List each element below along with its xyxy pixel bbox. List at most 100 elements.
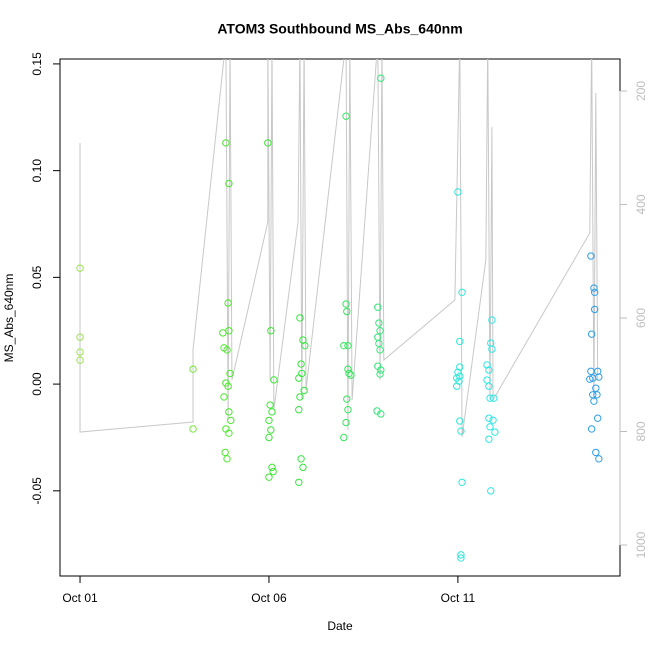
point bbox=[587, 330, 596, 338]
y-tick-label: 0.00 bbox=[30, 372, 44, 396]
point bbox=[590, 288, 599, 297]
point bbox=[265, 433, 273, 442]
point bbox=[270, 376, 278, 384]
point bbox=[587, 425, 596, 433]
point bbox=[458, 288, 466, 297]
point bbox=[483, 361, 491, 369]
point bbox=[266, 401, 274, 409]
point bbox=[488, 345, 496, 353]
point bbox=[456, 337, 464, 346]
point bbox=[457, 554, 465, 562]
point bbox=[227, 416, 235, 425]
x-tick-label: Oct 01 bbox=[62, 591, 98, 605]
y-axis-label: MS_Abs_640nm bbox=[2, 274, 16, 363]
point bbox=[485, 435, 493, 443]
point bbox=[300, 386, 308, 395]
point bbox=[296, 393, 304, 401]
point bbox=[224, 382, 232, 390]
point bbox=[587, 252, 595, 260]
point bbox=[76, 264, 84, 272]
point bbox=[595, 455, 603, 463]
point bbox=[491, 428, 499, 436]
plot-area bbox=[76, 59, 603, 562]
point bbox=[590, 284, 598, 292]
point bbox=[301, 341, 309, 350]
point bbox=[220, 393, 228, 401]
point bbox=[225, 429, 233, 437]
point bbox=[592, 448, 600, 457]
point bbox=[342, 112, 350, 120]
point bbox=[377, 366, 385, 374]
point bbox=[344, 341, 352, 350]
point bbox=[225, 179, 233, 188]
point bbox=[223, 346, 231, 354]
point bbox=[76, 348, 84, 356]
point bbox=[189, 425, 197, 433]
y2-tick-label: 400 bbox=[634, 194, 648, 214]
point bbox=[343, 395, 351, 403]
x-tick-label: Oct 06 bbox=[251, 591, 287, 605]
y2-tick-label: 1000 bbox=[634, 531, 648, 558]
point bbox=[375, 319, 383, 327]
point bbox=[225, 408, 233, 416]
point bbox=[485, 366, 493, 374]
point bbox=[340, 341, 348, 350]
y2-tick-label: 800 bbox=[634, 421, 648, 441]
point bbox=[347, 371, 355, 379]
point bbox=[489, 416, 497, 424]
point bbox=[226, 369, 234, 378]
point bbox=[219, 329, 227, 337]
point bbox=[342, 300, 350, 308]
point bbox=[456, 363, 464, 371]
point bbox=[297, 360, 305, 368]
point bbox=[296, 314, 304, 322]
x-tick-label: Oct 11 bbox=[441, 591, 476, 605]
point bbox=[486, 394, 494, 402]
point bbox=[488, 316, 496, 324]
point bbox=[594, 414, 602, 422]
point bbox=[269, 467, 277, 476]
point bbox=[377, 74, 385, 82]
point bbox=[595, 373, 603, 381]
point bbox=[344, 406, 352, 414]
point bbox=[376, 370, 384, 378]
point bbox=[457, 551, 465, 559]
y-tick-label: 0.05 bbox=[30, 265, 44, 289]
point bbox=[268, 408, 276, 416]
point bbox=[76, 356, 84, 364]
chart-title: ATOM3 Southbound MS_Abs_640nm bbox=[217, 21, 462, 37]
point bbox=[342, 418, 350, 427]
point bbox=[222, 139, 230, 147]
y-tick-label: 0.10 bbox=[30, 159, 44, 183]
point bbox=[458, 478, 466, 486]
point bbox=[485, 382, 493, 390]
point bbox=[295, 406, 303, 414]
point bbox=[454, 188, 462, 196]
point bbox=[264, 139, 272, 147]
point bbox=[267, 327, 275, 335]
point bbox=[189, 365, 197, 373]
point bbox=[456, 417, 464, 425]
point bbox=[376, 327, 384, 335]
point bbox=[295, 374, 303, 382]
point bbox=[374, 303, 382, 311]
point bbox=[76, 333, 84, 341]
point bbox=[486, 423, 494, 431]
point bbox=[343, 307, 351, 316]
point bbox=[485, 414, 493, 422]
point bbox=[376, 346, 384, 354]
point bbox=[590, 305, 599, 314]
point bbox=[490, 394, 498, 402]
point bbox=[487, 487, 495, 495]
point bbox=[590, 397, 598, 405]
point bbox=[295, 478, 303, 486]
point bbox=[299, 463, 307, 472]
y-tick-label: -0.05 bbox=[30, 477, 44, 505]
point bbox=[377, 410, 385, 418]
point bbox=[297, 455, 305, 463]
point bbox=[224, 299, 232, 307]
point bbox=[268, 463, 276, 472]
point bbox=[593, 391, 601, 399]
